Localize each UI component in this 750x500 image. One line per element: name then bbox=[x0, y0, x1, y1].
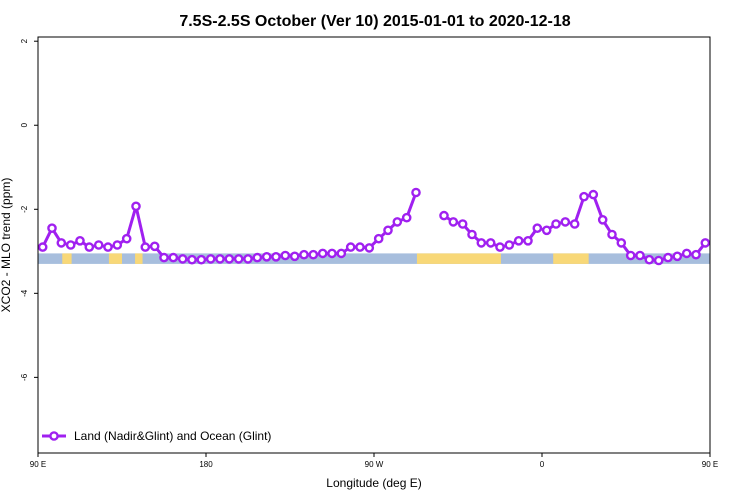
y-axis-label: XCO2 - MLO trend (ppm) bbox=[0, 178, 13, 313]
data-point bbox=[84, 242, 95, 252]
x-tick-label: 0 bbox=[540, 460, 545, 469]
data-point bbox=[672, 251, 683, 262]
data-point bbox=[383, 225, 393, 236]
data-point bbox=[597, 214, 608, 225]
data-point bbox=[616, 238, 627, 248]
data-point bbox=[56, 238, 67, 248]
land-strip-segment bbox=[135, 253, 143, 264]
data-point bbox=[271, 251, 281, 262]
data-point bbox=[532, 223, 543, 233]
land-strip-segment bbox=[553, 253, 589, 264]
data-point bbox=[93, 240, 104, 250]
data-point bbox=[485, 238, 496, 248]
data-point bbox=[392, 217, 403, 227]
ocean-strip bbox=[38, 253, 710, 264]
data-point bbox=[625, 250, 636, 261]
data-point bbox=[355, 242, 365, 252]
data-point bbox=[635, 250, 645, 261]
data-point bbox=[103, 242, 113, 252]
data-point bbox=[700, 238, 711, 248]
legend-label: Land (Nadir&Glint) and Ocean (Glint) bbox=[74, 429, 271, 443]
data-point bbox=[289, 251, 300, 262]
data-point bbox=[159, 252, 169, 263]
legend: Land (Nadir&Glint) and Ocean (Glint) bbox=[42, 429, 271, 443]
data-point bbox=[653, 255, 664, 266]
data-point bbox=[177, 254, 188, 264]
data-point bbox=[457, 219, 468, 229]
data-point bbox=[663, 252, 673, 263]
x-tick-label: 90 E bbox=[30, 460, 46, 469]
data-point bbox=[448, 217, 459, 227]
y-tick-label: -2 bbox=[20, 205, 29, 213]
y-tick-label: -4 bbox=[20, 289, 29, 297]
data-point bbox=[373, 233, 384, 244]
data-point bbox=[523, 235, 533, 246]
data-point bbox=[149, 241, 160, 252]
data-point bbox=[607, 229, 617, 240]
data-point bbox=[644, 254, 655, 265]
data-point bbox=[131, 201, 141, 212]
data-point bbox=[233, 254, 244, 264]
data-point bbox=[75, 235, 85, 246]
data-point bbox=[112, 240, 123, 250]
land-strip-segment bbox=[108, 253, 122, 264]
data-point bbox=[364, 243, 375, 253]
axis-ticks: 90 E 180 90 W 0 90 E 2 0 -2 -4 -6 bbox=[20, 38, 718, 469]
data-point bbox=[47, 223, 57, 233]
data-point bbox=[308, 249, 319, 260]
x-tick-label: 90 W bbox=[365, 460, 384, 469]
data-point bbox=[37, 242, 48, 252]
data-point bbox=[187, 254, 197, 265]
x-axis-label: Longitude (deg E) bbox=[326, 476, 421, 490]
data-point bbox=[261, 251, 272, 262]
x-tick-label: 90 E bbox=[702, 460, 718, 469]
data-point bbox=[345, 242, 356, 252]
data-point bbox=[121, 233, 132, 244]
land-strip-segment bbox=[62, 253, 72, 264]
chart-title: 7.5S-2.5S October (Ver 10) 2015-01-01 to… bbox=[179, 13, 570, 30]
land-strip-segment bbox=[416, 253, 501, 264]
data-point bbox=[411, 187, 421, 198]
data-point bbox=[495, 242, 505, 252]
data-point bbox=[215, 254, 225, 264]
data-point bbox=[541, 225, 552, 236]
data-point bbox=[196, 254, 207, 265]
data-point bbox=[327, 248, 337, 259]
series-layer bbox=[37, 187, 711, 266]
data-point bbox=[439, 210, 449, 221]
data-point bbox=[224, 254, 235, 264]
data-point bbox=[569, 219, 580, 229]
data-point bbox=[560, 217, 571, 227]
data-point bbox=[476, 238, 487, 248]
data-point bbox=[579, 191, 589, 202]
data-point bbox=[252, 252, 263, 263]
legend-marker-swatch bbox=[49, 431, 59, 441]
data-point bbox=[513, 235, 524, 246]
land-ocean-strip bbox=[38, 253, 710, 264]
y-tick-label: -6 bbox=[20, 373, 29, 381]
y-tick-label: 0 bbox=[20, 122, 29, 127]
data-point bbox=[588, 189, 599, 200]
data-point bbox=[681, 248, 692, 259]
data-point bbox=[205, 254, 216, 264]
y-tick-label: 2 bbox=[20, 38, 29, 43]
x-tick-label: 180 bbox=[199, 460, 213, 469]
data-point bbox=[243, 254, 253, 264]
data-point bbox=[504, 240, 515, 250]
data-point bbox=[336, 248, 347, 259]
data-point bbox=[691, 249, 701, 260]
data-point bbox=[317, 248, 328, 259]
data-point bbox=[299, 249, 309, 260]
data-point bbox=[551, 219, 561, 229]
data-point bbox=[168, 252, 179, 263]
data-point bbox=[467, 229, 477, 240]
data-point bbox=[65, 240, 76, 250]
data-point bbox=[401, 212, 412, 223]
data-point bbox=[280, 250, 291, 261]
data-point bbox=[140, 242, 151, 252]
